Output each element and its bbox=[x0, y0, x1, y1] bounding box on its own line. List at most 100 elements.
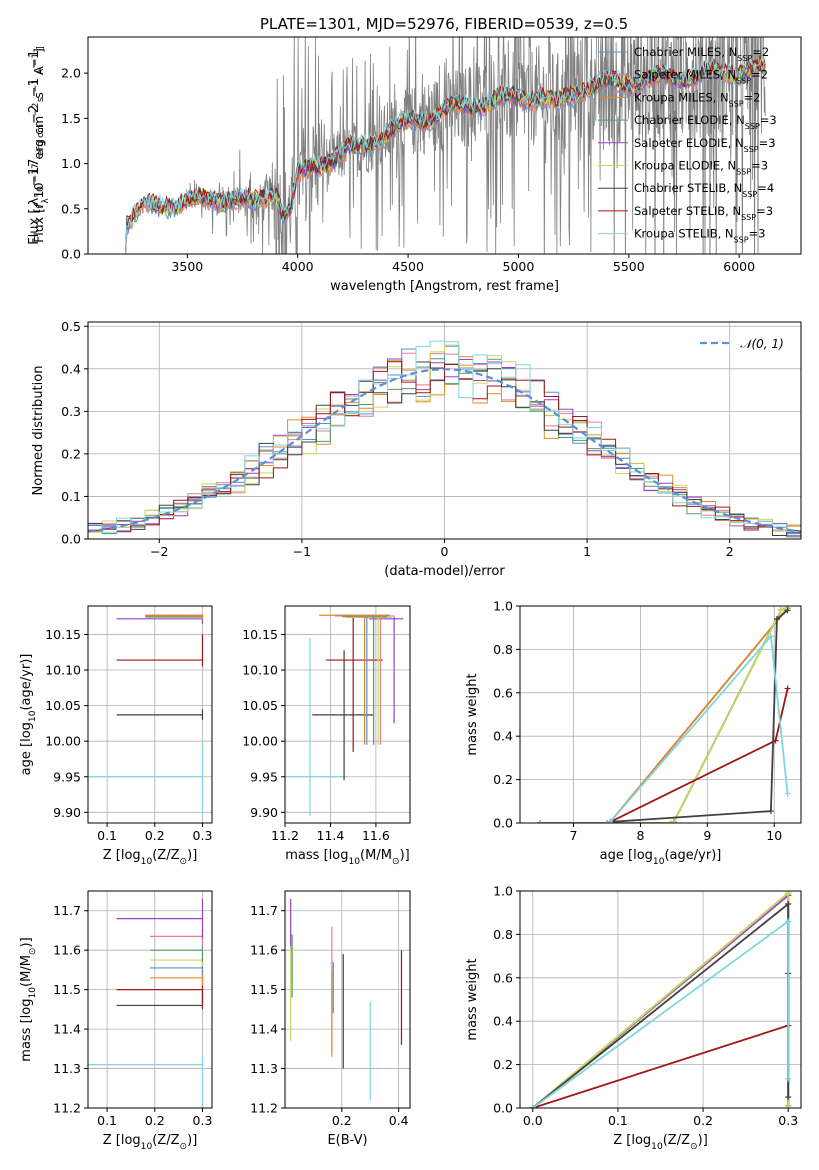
legend-label-value: =2 bbox=[751, 68, 768, 82]
legend-label-sub: SSP bbox=[744, 144, 759, 153]
legend-label: Kroupa STELIB, NSSP=3 bbox=[634, 227, 765, 245]
legend-label-name: Kroupa MILES, N bbox=[634, 90, 729, 104]
cum-marker bbox=[603, 820, 610, 823]
x-tick-label: 0.2 bbox=[332, 1113, 352, 1128]
y-axis-label-part: (M/M bbox=[19, 955, 34, 987]
x-axis-label-part: ⊙ bbox=[180, 857, 188, 867]
legend-label-value: =3 bbox=[760, 113, 777, 127]
legend-label-name: Salpeter STELIB, N bbox=[634, 204, 741, 218]
y-axis-label-part: 10 bbox=[31, 182, 46, 198]
y-axis-label-part: −1 bbox=[27, 78, 42, 97]
y-axis-label-part: s bbox=[31, 92, 46, 103]
mass_vs_ebv-plot bbox=[290, 898, 403, 1101]
y-axis-label-part: Flux [ bbox=[27, 209, 42, 245]
legend-label: Chabrier ELODIE, NSSP=3 bbox=[634, 113, 777, 131]
y-axis-label-part: f bbox=[36, 205, 46, 209]
cum-marker bbox=[785, 901, 792, 908]
y-tick-label: 11.5 bbox=[53, 982, 81, 997]
y-axis-label: Flux [fλ10−17 erg cm−2 s−1 A−1] bbox=[27, 46, 46, 245]
x-tick-label: 8 bbox=[636, 828, 644, 843]
y-axis-label-part: s bbox=[36, 97, 46, 105]
y-tick-label: 11.2 bbox=[53, 1101, 81, 1116]
figure-title: PLATE=1301, MJD=52976, FIBERID=0539, z=0… bbox=[260, 15, 628, 33]
y-tick-label: 1.5 bbox=[61, 111, 81, 126]
y-tick-label: 0.1 bbox=[61, 489, 81, 504]
y-tick-label: 10.10 bbox=[242, 663, 278, 678]
x-tick-label: 5500 bbox=[613, 259, 645, 274]
x-tick-label: 11.4 bbox=[317, 828, 345, 843]
y-axis-label-part: −2 bbox=[31, 103, 41, 116]
axes-frame bbox=[87, 890, 213, 1109]
x-axis-label-part: )] bbox=[187, 1133, 197, 1148]
x-axis-label-part: 10 bbox=[653, 857, 665, 867]
x-tick-label: 0.2 bbox=[145, 1113, 165, 1128]
x-tick-label: 1 bbox=[583, 544, 591, 559]
y-axis-label-part: −17 bbox=[31, 163, 41, 182]
mass_vs_Z-plot bbox=[88, 898, 204, 1108]
legend-label: Chabrier MILES, NSSP=2 bbox=[634, 45, 769, 63]
y-axis-label-part: ⊙ bbox=[28, 947, 38, 955]
x-axis-label-part: (age/yr)] bbox=[664, 848, 721, 863]
cum-line-SalpeterELODIE bbox=[540, 607, 787, 823]
x-axis-label-part: 10 bbox=[651, 1142, 663, 1152]
y-axis-label-part: erg cm bbox=[31, 116, 46, 164]
cum-line-SalpeterSTELIB bbox=[532, 973, 790, 1108]
cum-marker bbox=[667, 820, 674, 823]
axes-frame bbox=[519, 605, 802, 824]
x-tick-label: 0 bbox=[441, 544, 449, 559]
y-tick-label: 0.4 bbox=[61, 361, 81, 376]
legend-label-value: =3 bbox=[751, 159, 768, 173]
axes-frame bbox=[87, 36, 802, 255]
x-tick-label: 0.3 bbox=[193, 1113, 213, 1128]
x-tick-label: 4500 bbox=[392, 259, 424, 274]
axes-frame bbox=[87, 605, 213, 824]
cum-marker bbox=[767, 808, 774, 815]
legend-label-name: Salpeter MILES, N bbox=[634, 68, 736, 82]
y-tick-label: 1.0 bbox=[61, 156, 81, 171]
legend-label: Salpeter STELIB, NSSP=3 bbox=[634, 204, 773, 222]
cum-marker bbox=[785, 1075, 792, 1082]
x-tick-label: 4000 bbox=[282, 259, 314, 274]
y-axis-label-part: f bbox=[31, 202, 46, 208]
y-axis-label-part: 10 bbox=[36, 186, 46, 198]
y-axis-label-part: erg cm bbox=[36, 124, 46, 159]
legend-label: Chabrier STELIB, NSSP=4 bbox=[634, 181, 774, 199]
x-axis-label-part: ⊙ bbox=[392, 857, 400, 867]
cum-marker bbox=[773, 616, 780, 623]
x-axis-label-part: ⊙ bbox=[690, 1142, 698, 1152]
y-tick-label: 11.7 bbox=[250, 903, 278, 918]
hist-KroupaSTELIB bbox=[88, 340, 801, 533]
model-line-KroupaSTELIB bbox=[125, 53, 766, 254]
legend-label-name: Kroupa STELIB, N bbox=[634, 227, 734, 241]
cum-marker bbox=[772, 737, 779, 744]
legend-label-value: =3 bbox=[756, 204, 773, 218]
x-axis-label: (data-model)/error bbox=[384, 564, 505, 579]
y-axis-label-part: 10 bbox=[28, 987, 38, 999]
spectrum-plot bbox=[125, 37, 766, 254]
y-axis-label-part: −1 bbox=[31, 79, 41, 92]
y-tick-label: 9.95 bbox=[53, 769, 81, 784]
y-axis-label-part: (age/yr)] bbox=[19, 654, 34, 711]
legend-label-sub: SSP bbox=[741, 212, 756, 221]
cum-marker bbox=[607, 818, 614, 823]
cum-marker bbox=[785, 1094, 792, 1101]
y-tick-label: 10.00 bbox=[45, 734, 81, 749]
cum-line-KroupaELODIE bbox=[540, 607, 787, 823]
cum-line-ChabrierMILES bbox=[540, 607, 789, 823]
y-tick-label: 0.0 bbox=[61, 247, 81, 262]
y-tick-label: 11.2 bbox=[250, 1101, 278, 1116]
x-axis-label: wavelength [Angstrom, rest frame] bbox=[330, 279, 559, 294]
y-tick-label: 10.10 bbox=[45, 663, 81, 678]
y-tick-label: 9.95 bbox=[250, 769, 278, 784]
y-axis-label-part: −1 bbox=[31, 53, 41, 66]
cum-marker bbox=[670, 818, 677, 823]
y-axis-label: age [log10(age/yr)] bbox=[19, 654, 38, 776]
y-tick-label: 10.05 bbox=[242, 698, 278, 713]
x-axis-label-part: mass [log bbox=[285, 848, 348, 863]
y-axis-label: Flux [fλ10−17 erg cm−2 s−1 A−1] bbox=[31, 48, 51, 243]
age_vs_Z-plot bbox=[88, 614, 204, 813]
x-axis-label: Z [log10(Z/Z⊙)] bbox=[613, 1133, 708, 1152]
cum-line-KroupaELODIE bbox=[532, 891, 790, 1108]
legend-label-value: =3 bbox=[749, 227, 766, 241]
x-axis-label-part: 10 bbox=[141, 857, 153, 867]
